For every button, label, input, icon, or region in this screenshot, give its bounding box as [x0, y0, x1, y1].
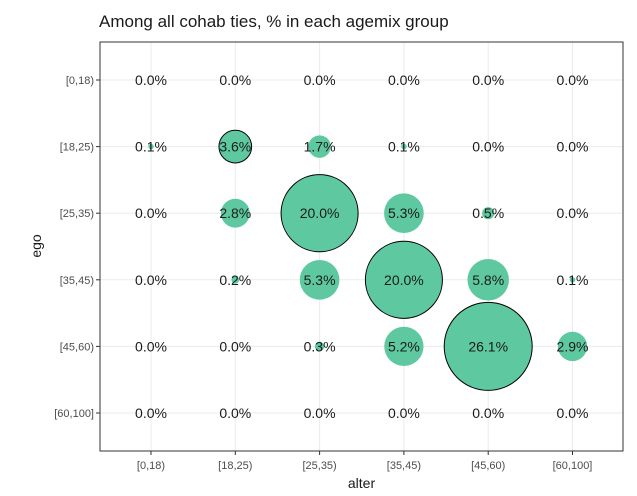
cell-label: 20.0% [300, 205, 340, 221]
cell-label: 0.0% [304, 72, 336, 88]
bubble [308, 135, 331, 158]
bubble [218, 129, 253, 164]
cell-label: 0.1% [135, 139, 167, 155]
cell-label: 0.0% [219, 338, 251, 354]
x-tick-label: [60,100] [553, 460, 593, 472]
cell-label: 0.0% [135, 405, 167, 421]
y-axis-ticks: [0,18) [18,25) [25,35) [35,45) [45,60) [60,10… [54, 75, 100, 420]
cell-label: 0.0% [304, 405, 336, 421]
cell-label: 5.2% [388, 338, 420, 354]
cell-label: 0.0% [388, 72, 420, 88]
bubbles [148, 129, 588, 391]
cell-label: 1.7% [304, 139, 336, 155]
bubble [314, 341, 325, 352]
cell-label: 2.8% [219, 205, 251, 221]
bubble [148, 143, 154, 150]
cell-label: 5.8% [472, 272, 504, 288]
bubble [384, 193, 424, 234]
bubble [231, 275, 240, 284]
cell-label: 0.0% [472, 72, 504, 88]
x-tick-label: [0,18) [137, 460, 165, 472]
bubble [401, 143, 407, 150]
y-tick-label: [25,35) [60, 208, 94, 220]
x-tick-label: [18,25) [218, 460, 252, 472]
cell-label: 5.3% [388, 205, 420, 221]
cell-label: 26.1% [468, 338, 508, 354]
cell-label: 0.0% [135, 272, 167, 288]
y-axis-title: ego [28, 234, 44, 258]
bubble [443, 301, 533, 391]
bubble [220, 198, 250, 228]
cell-label: 0.1% [557, 272, 589, 288]
cell-label: 2.9% [557, 338, 589, 354]
grid-lines [100, 42, 623, 451]
x-axis-ticks: [0,18) [18,25) [25,35) [35,45) [45,60) [60,10… [137, 451, 592, 472]
bubble [299, 259, 340, 300]
cell-label: 0.0% [472, 139, 504, 155]
bubble [569, 277, 576, 283]
chart-title: Among all cohab ties, % in each agemix g… [99, 12, 449, 31]
y-tick-label: [18,25) [60, 142, 94, 154]
cell-label: 0.0% [557, 405, 589, 421]
x-axis-title: alter [348, 475, 376, 491]
y-tick-label: [60,100] [54, 408, 94, 420]
cell-label: 0.0% [557, 139, 589, 155]
cell-label: 3.6% [219, 139, 251, 155]
cell-label: 0.3% [304, 338, 336, 354]
x-tick-label: [45,60) [471, 460, 505, 472]
y-tick-label: [45,60) [60, 341, 94, 353]
cell-label: 0.0% [472, 405, 504, 421]
y-tick-label: [35,45) [60, 275, 94, 287]
bubble [364, 240, 443, 319]
cell-label: 0.0% [219, 72, 251, 88]
cell-label: 0.5% [472, 205, 504, 221]
cell-label: 0.1% [388, 139, 420, 155]
bubble [384, 326, 424, 367]
panel-border [99, 41, 624, 452]
bubble [280, 174, 359, 253]
x-tick-label: [35,45) [387, 460, 421, 472]
cell-label: 5.3% [304, 272, 336, 288]
cell-label: 0.0% [557, 205, 589, 221]
cell-label: 0.2% [219, 272, 251, 288]
bubble [557, 331, 588, 362]
cell-label: 0.0% [557, 72, 589, 88]
cell-labels: 0.0% 0.0% 0.0% 0.0% 0.0% 0.0% 0.1% 3.6% 1.7% 0.1%… [135, 72, 588, 421]
bubble [482, 207, 495, 220]
cell-label: 20.0% [384, 272, 424, 288]
cell-label: 0.0% [135, 72, 167, 88]
x-tick-label: [25,35) [302, 460, 336, 472]
cell-label: 0.0% [388, 405, 420, 421]
cell-label: 0.0% [219, 405, 251, 421]
bubble [467, 259, 509, 301]
y-tick-label: [0,18) [66, 75, 94, 87]
cell-label: 0.0% [135, 205, 167, 221]
cell-label: 0.0% [135, 338, 167, 354]
